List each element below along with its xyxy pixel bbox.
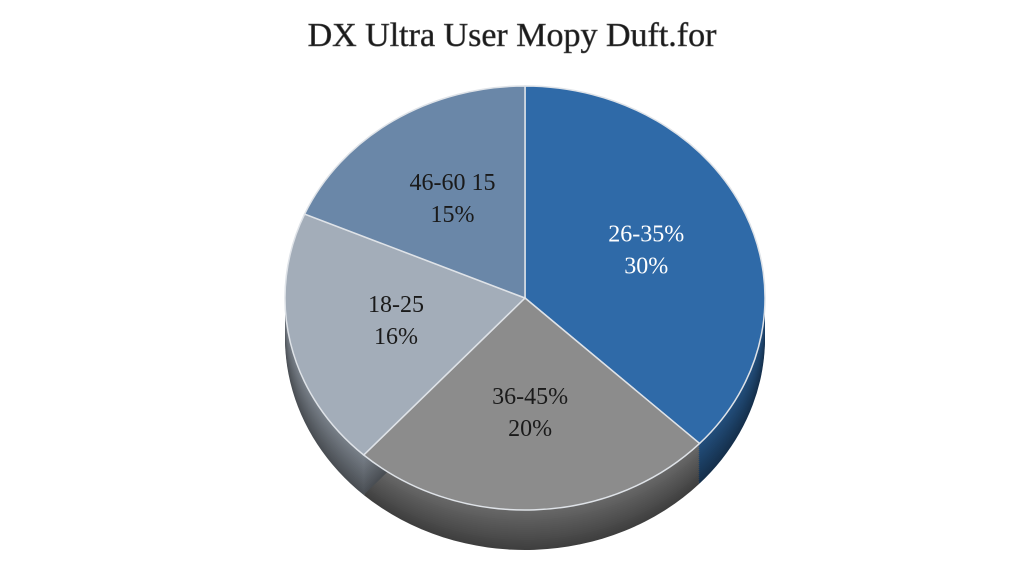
pie-top: [284, 85, 766, 511]
pie-labels: 26-35% 30% 36-45% 20% 18-25 16% 46-60 15 15%: [368, 170, 684, 442]
slice-category-label: 18-25: [368, 292, 424, 318]
slice: [284, 213, 527, 456]
slice-value-label: 16%: [374, 324, 418, 350]
slice-value-label: 30%: [624, 253, 668, 279]
slice: [362, 296, 701, 511]
slice-category-label: 26-35%: [608, 221, 684, 247]
chart-title: DX Ultra User Mopy Duft.for: [308, 17, 718, 54]
slice-value-label: 20%: [508, 416, 552, 442]
slice-category-label: 46-60 15: [409, 170, 495, 196]
slice: [524, 85, 766, 445]
slice: [303, 85, 526, 300]
slice-category-label: 36-45%: [492, 384, 568, 410]
slice-value-label: 15%: [430, 202, 474, 228]
